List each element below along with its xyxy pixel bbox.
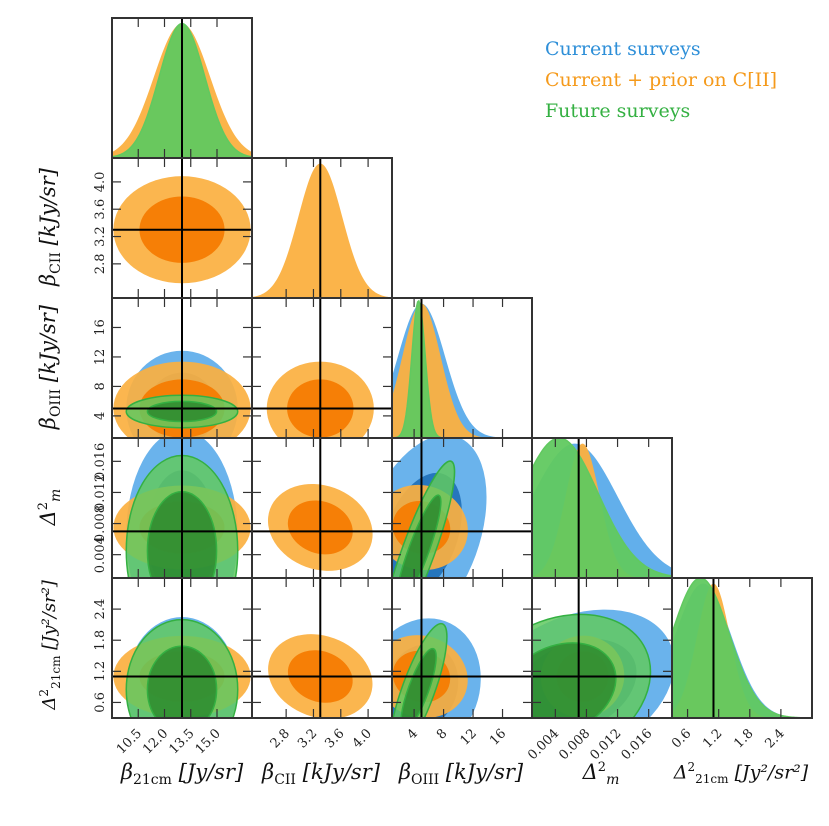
ytick-label-D2_21-2: 1.8 [93, 630, 108, 651]
ytick-label-bOIII-2: 12 [93, 349, 108, 366]
panel-bCII-D2m [251, 437, 393, 579]
panel-bCII-bOIII [251, 297, 393, 439]
ytick-label-D2_21-1: 1.2 [93, 661, 108, 682]
xlabel-d2m: Δ2m [582, 760, 620, 789]
panel-bOIII-D2_21: 4 8 12 16 [391, 577, 533, 749]
xlabel-b21: β21cm [Jy/sr] [120, 760, 244, 789]
legend-item-current: Current surveys [545, 38, 701, 60]
legend-item-prior: Current + prior on C[II] [545, 69, 778, 91]
xtick-label-b21-1: 12.0 [140, 726, 171, 757]
ytick-label-D2m-1: 0.008 [93, 505, 108, 542]
xtick-label-bCII-0: 2.8 [268, 726, 293, 751]
ytick-label-bCII-2: 3.6 [93, 199, 108, 220]
xtick-label-D2_21-0: 0.6 [669, 726, 694, 751]
panel-D2_21-D2_21: 0.6 1.2 1.8 2.4 [669, 577, 813, 751]
xtick-label-D2m-1: 0.008 [556, 726, 593, 763]
xtick-label-bCII-1: 3.2 [295, 726, 320, 751]
panel-bCII-bCII [251, 157, 393, 299]
xtick-label-D2_21-2: 1.8 [731, 726, 756, 751]
ytick-label-bCII-0: 2.8 [93, 254, 108, 275]
xlabel-bcii: βCII [kJy/sr] [262, 760, 380, 789]
panel-b21-D2_21: 0.6 1.2 1.8 2.4 10.512.013.515.0 [93, 577, 253, 757]
xtick-label-bCII-2: 3.6 [322, 726, 347, 751]
marginal-current-prior-on-c-ii--bCII [252, 163, 392, 298]
xtick-label-bOIII-2: 12 [458, 726, 480, 748]
ytick-label-bOIII-0: 4 [93, 412, 108, 420]
ytick-label-D2m-3: 0.016 [93, 443, 108, 480]
xtick-label-bCII-3: 4.0 [350, 726, 375, 751]
legend-item-future: Future surveys [545, 100, 691, 122]
xtick-label-b21-2: 13.5 [166, 726, 197, 757]
legend: Current surveys Current + prior on C[II]… [545, 34, 777, 127]
xtick-label-D2m-0: 0.004 [525, 726, 562, 763]
xtick-label-bOIII-0: 4 [404, 726, 420, 742]
xlabel-d221: Δ221cm [Jy²/sr²] [673, 760, 809, 787]
xtick-label-D2_21-1: 1.2 [700, 726, 725, 751]
xlabel-boiii: βOIII [kJy/sr] [398, 760, 524, 789]
panel-bOIII-D2m [391, 437, 533, 579]
ytick-label-D2_21-0: 0.6 [93, 692, 108, 713]
ytick-label-D2m-0: 0.004 [93, 536, 108, 573]
ytick-label-bCII-3: 4.0 [93, 172, 108, 193]
ytick-label-D2m-2: 0.012 [93, 474, 108, 511]
ytick-label-bCII-1: 3.2 [93, 226, 108, 247]
xtick-label-D2m-2: 0.012 [587, 726, 624, 763]
panel-b21-bCII: 2.8 3.2 3.6 4.0 [93, 157, 253, 299]
marginal-future-surveys-bOIII [392, 299, 532, 438]
xtick-label-b21-3: 15.0 [193, 726, 224, 757]
contour-future-1sigma-bOIII-D2m [395, 494, 442, 578]
ylabel-d2m: Δ2m [35, 488, 65, 526]
xtick-label-D2m-3: 0.016 [619, 726, 656, 763]
contour-future-1sigma-bOIII-D2_21 [400, 647, 437, 718]
panel-bOIII-bOIII [391, 297, 533, 439]
ytick-label-bOIII-1: 8 [93, 382, 108, 390]
xtick-label-D2_21-3: 2.4 [762, 726, 787, 751]
panel-b21-bOIII: 4 8 12 16 [93, 297, 253, 439]
ylabel-bcii: βCII [kJy/sr] [35, 168, 65, 287]
xtick-label-bOIII-1: 8 [434, 726, 450, 742]
ylabel-boiii: βOIII [kJy/sr] [35, 305, 65, 430]
ylabel-d221: Δ221cm [Jy²/sr²] [37, 580, 63, 710]
xtick-label-bOIII-3: 16 [487, 726, 509, 748]
panel-frame-D2_21-D2_21 [671, 577, 813, 719]
ytick-label-bOIII-3: 16 [93, 319, 108, 336]
xtick-label-b21-0: 10.5 [114, 726, 145, 757]
panel-bCII-D2_21: 2.8 3.2 3.6 4.0 [251, 577, 393, 751]
ytick-label-D2_21-3: 2.4 [93, 599, 108, 620]
panel-b21-b21 [111, 17, 253, 159]
panel-D2m-D2m [531, 437, 673, 579]
contour-future-1sigma-D2m-D2_21 [532, 642, 617, 718]
marginal-future-surveys-D2_21 [672, 578, 812, 718]
